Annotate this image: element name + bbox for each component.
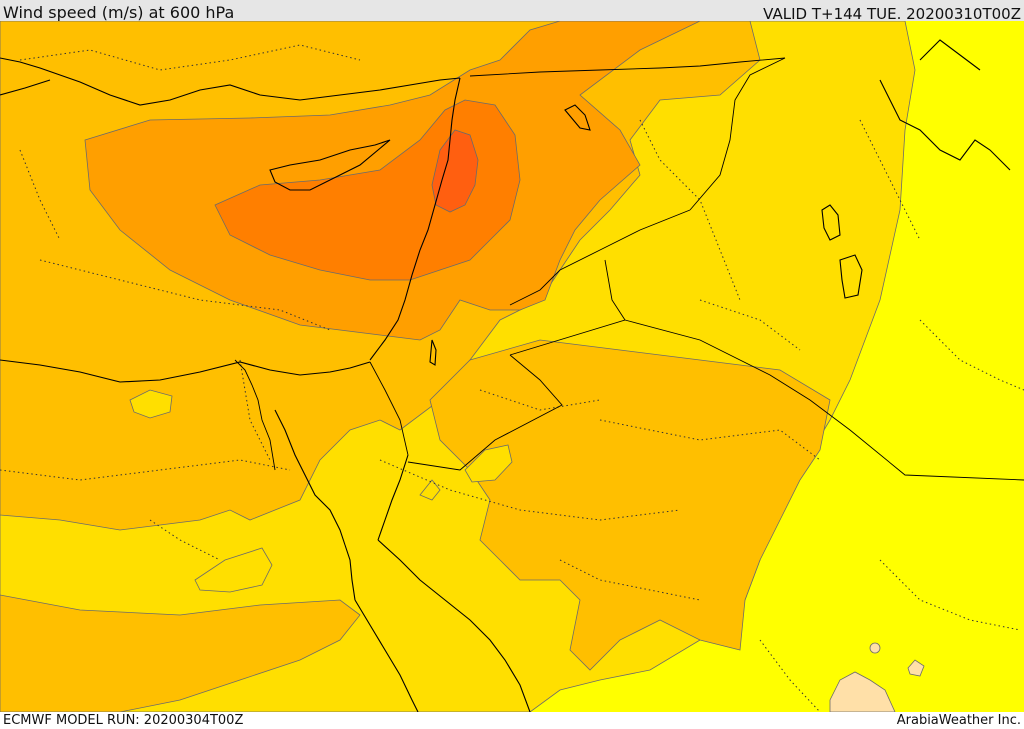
model-run-label: ECMWF MODEL RUN: 20200304T00Z xyxy=(3,713,244,728)
band-light-pocket-3 xyxy=(464,444,513,483)
dotted-contours xyxy=(0,44,1024,712)
map-frame xyxy=(0,21,1024,712)
coastlines xyxy=(0,39,1011,712)
band-light-pocket-1 xyxy=(129,389,173,419)
band-medium-south xyxy=(0,594,361,712)
band-highest xyxy=(431,129,479,213)
band-light-pocket-4 xyxy=(419,479,441,501)
map-title: Wind speed (m/s) at 600 hPa xyxy=(3,3,235,22)
band-low-patch-2 xyxy=(907,659,925,677)
band-low-patch-3 xyxy=(869,642,881,654)
header-bar: Wind speed (m/s) at 600 hPa VALID T+144 … xyxy=(0,0,1024,23)
credit-label: ArabiaWeather Inc. xyxy=(896,713,1021,728)
band-medium-lobe xyxy=(429,339,831,671)
band-low-patch xyxy=(829,671,896,712)
wind-speed-map xyxy=(0,21,1024,712)
valid-time-label: VALID T+144 TUE. 20200310T00Z xyxy=(763,5,1021,23)
band-light-pocket-2 xyxy=(194,547,273,593)
footer-bar: ECMWF MODEL RUN: 20200304T00Z ArabiaWeat… xyxy=(0,712,1024,729)
borders xyxy=(369,57,1024,481)
